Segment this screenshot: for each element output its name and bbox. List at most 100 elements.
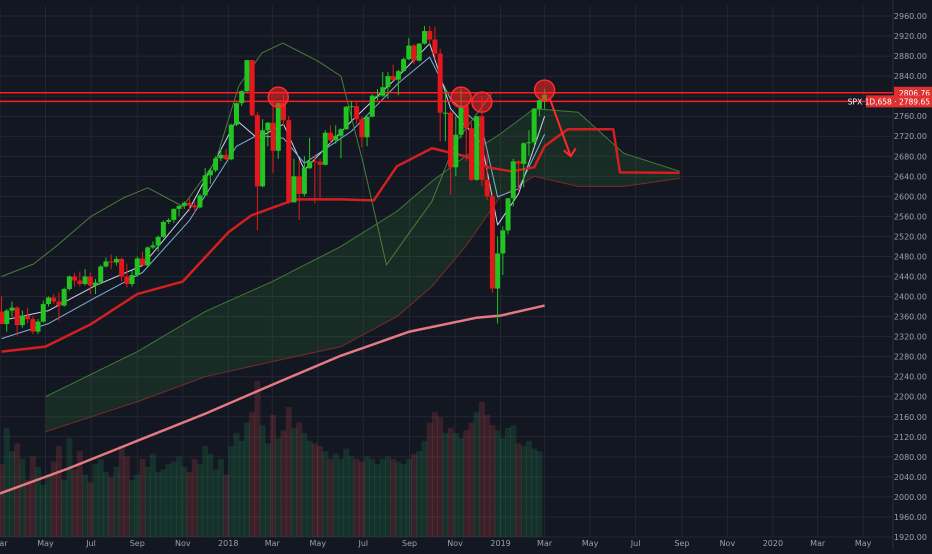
volume-bar [447, 427, 454, 537]
candle-body [385, 76, 391, 88]
candle-body [166, 219, 172, 222]
candle-body [72, 276, 78, 281]
volume-bar [71, 469, 78, 537]
volume-bar [531, 448, 538, 537]
candle-body [364, 116, 370, 138]
y-tick-label: 2640.00 [894, 172, 927, 181]
volume-bar [431, 412, 438, 537]
y-tick-label: 2040.00 [894, 473, 927, 482]
x-tick-label: Jul [630, 539, 641, 548]
x-tick-label: Nov [447, 539, 463, 548]
volume-bar [311, 443, 318, 537]
volume-bar [374, 464, 381, 537]
candle-body [218, 154, 224, 159]
x-tick-label: Mar [0, 539, 8, 548]
candle-body [468, 128, 474, 180]
y-tick-label: 2280.00 [894, 353, 927, 362]
candle-body [479, 116, 485, 180]
volume-bar [275, 438, 282, 537]
candle-body [474, 116, 480, 180]
y-tick-label: 2240.00 [894, 373, 927, 382]
candle-body [442, 112, 448, 114]
candle-body [348, 106, 354, 108]
candle-body [495, 253, 501, 289]
grid-lines [0, 0, 894, 550]
price-tag-label: SPX 1D,658 · 2789.65 [848, 97, 930, 106]
volume-bar [306, 440, 313, 537]
candle-body [427, 31, 433, 40]
y-tick-label: 2480.00 [894, 252, 927, 261]
volume-bar [395, 461, 402, 537]
candle-body [432, 39, 438, 54]
candle-body [66, 276, 72, 290]
x-tick-label: Jul [85, 539, 96, 548]
candle-body [374, 95, 380, 97]
volume-bar [473, 412, 480, 537]
volume-bar [364, 456, 371, 537]
volume-bar [223, 474, 230, 537]
candle-body [87, 276, 93, 286]
candle-body [390, 76, 396, 80]
candle-body [181, 202, 187, 206]
resistance-marker [450, 86, 472, 108]
y-tick-label: 2560.00 [894, 212, 927, 221]
cloud-span-b [45, 175, 680, 433]
y-tick-label: 2000.00 [894, 493, 927, 502]
candle-body [113, 258, 119, 263]
candle-body [515, 161, 521, 164]
resistance-marker [267, 86, 290, 108]
volume-bar [55, 446, 62, 537]
x-tick-label: Sep [674, 539, 689, 548]
volume-bar [442, 433, 449, 537]
volume-bar [411, 453, 418, 537]
x-tick-label: Mar [537, 539, 553, 548]
candle-body [338, 129, 344, 136]
volume-bar [458, 438, 465, 537]
candle-body [254, 115, 260, 187]
volume-bar [369, 459, 376, 537]
price-tag-label: 2806.76 [899, 89, 930, 98]
sma-200-line [0, 304, 545, 495]
candle-body [51, 297, 57, 302]
x-tick-label: May [310, 539, 327, 548]
volume-bar [108, 477, 115, 537]
volume-bar [92, 464, 99, 537]
candle-body [484, 179, 490, 197]
candle-body [150, 245, 156, 248]
candle-body [333, 135, 339, 141]
candle-body [406, 45, 412, 60]
volume-bar [489, 425, 496, 537]
x-tick-label: Jul [357, 539, 368, 548]
y-tick-label: 2320.00 [894, 333, 927, 342]
y-tick-label: 2160.00 [894, 413, 927, 422]
candle-body [155, 236, 161, 246]
volume-bar [202, 446, 209, 537]
candle-body [160, 221, 166, 237]
candle-body [45, 297, 51, 305]
candle-body [411, 45, 417, 61]
time-axis[interactable]: Mar May Jul Sep Nov 2018 Mar May Jul Sep Nov 2019 Ma… [0, 539, 872, 548]
volume-bar [525, 440, 532, 537]
volume-bar [510, 425, 517, 537]
volume-bar [19, 459, 26, 537]
candle-body [192, 205, 198, 208]
candle-body [416, 43, 422, 61]
candle-body [108, 261, 114, 263]
volume-bar [264, 443, 271, 537]
y-tick-label: 2120.00 [894, 433, 927, 442]
volume-bar [270, 414, 277, 537]
y-tick-label: 2920.00 [894, 32, 927, 41]
x-tick-label: Mar [810, 539, 826, 548]
volume-bar [129, 479, 136, 537]
candle-body [437, 53, 443, 113]
ichimoku-lagging-line [1, 42, 493, 277]
volume-bar [196, 464, 203, 537]
resistance-marker [471, 91, 493, 113]
candle-body [35, 321, 41, 332]
volume-bar [499, 438, 506, 537]
volume-bar [400, 464, 407, 537]
volume-bar [186, 472, 193, 537]
y-tick-label: 2520.00 [894, 232, 927, 241]
